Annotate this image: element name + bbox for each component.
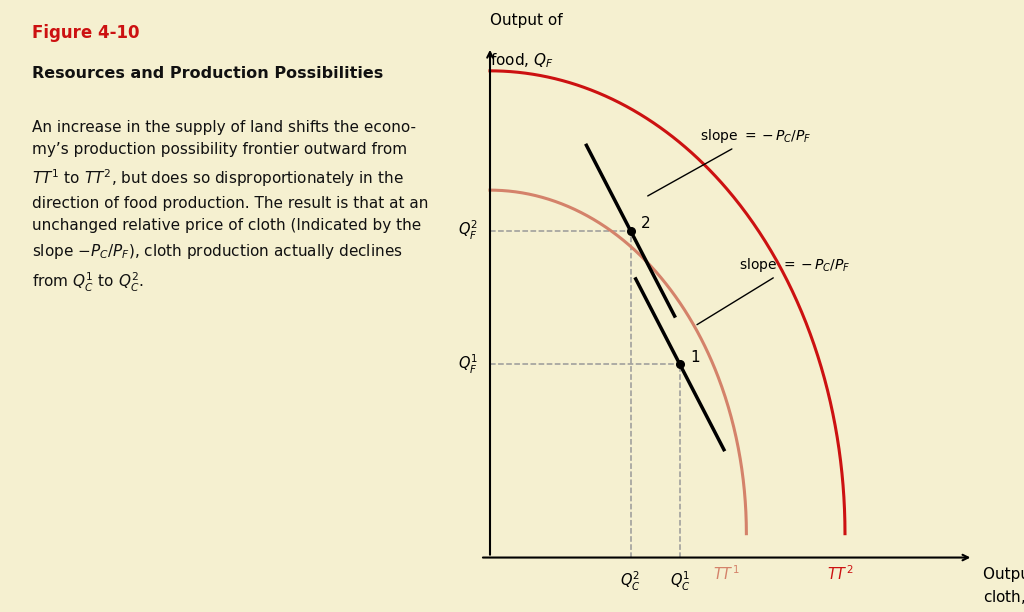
Text: $Q^1_C$: $Q^1_C$ <box>670 570 690 592</box>
Text: $Q^2_F$: $Q^2_F$ <box>458 219 477 242</box>
Text: slope $= -P_C/P_F$: slope $= -P_C/P_F$ <box>648 127 811 196</box>
Text: Output of: Output of <box>983 567 1024 582</box>
Text: 1: 1 <box>690 350 700 365</box>
Text: An increase in the supply of land shifts the econo-
my’s production possibility : An increase in the supply of land shifts… <box>33 120 429 294</box>
Text: Resources and Production Possibilities: Resources and Production Possibilities <box>33 66 384 81</box>
Text: Output of: Output of <box>490 13 562 28</box>
Text: food, $Q_F$: food, $Q_F$ <box>490 52 554 70</box>
Text: $TT^1$: $TT^1$ <box>714 565 740 583</box>
Text: Figure 4-10: Figure 4-10 <box>33 24 139 42</box>
Text: $Q^2_C$: $Q^2_C$ <box>621 570 641 592</box>
Text: $TT^2$: $TT^2$ <box>826 565 853 583</box>
Text: cloth, $Q_C$: cloth, $Q_C$ <box>983 589 1024 607</box>
Text: slope $=-P_C/P_F$: slope $=-P_C/P_F$ <box>697 256 851 325</box>
Text: $Q^1_F$: $Q^1_F$ <box>458 353 477 376</box>
Text: 2: 2 <box>641 216 651 231</box>
